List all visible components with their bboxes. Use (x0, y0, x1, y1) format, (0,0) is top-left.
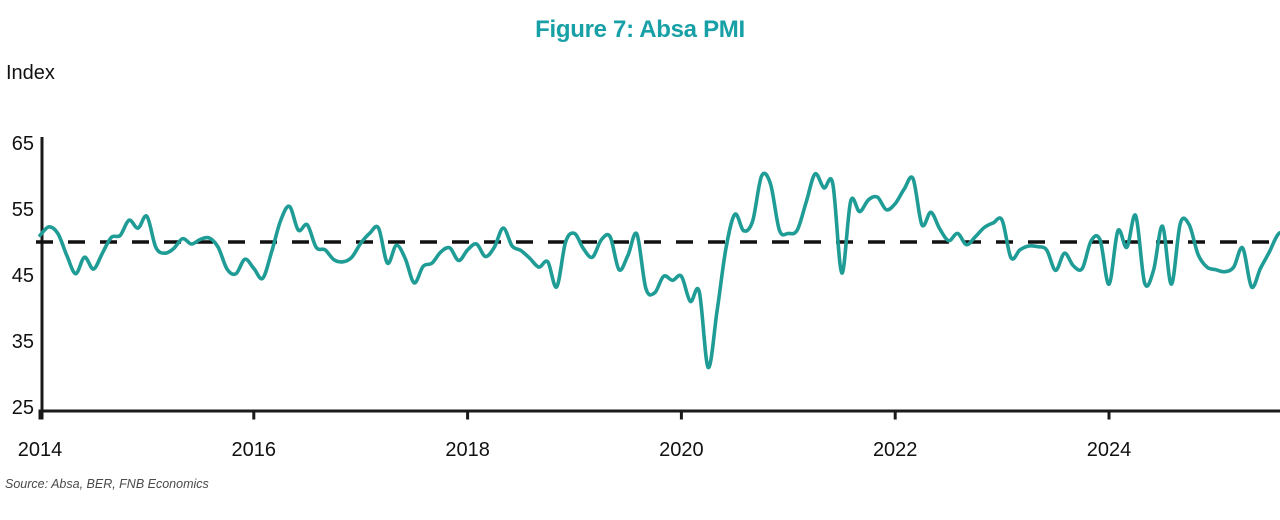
x-tick-label: 2024 (1087, 439, 1132, 461)
axes (38, 137, 1280, 420)
y-tick-label: 45 (12, 265, 34, 287)
y-axis-labels: 65 55 45 35 25 (12, 133, 34, 419)
source-note: Source: Absa, BER, FNB Economics (5, 477, 209, 491)
x-tick-label: 2022 (873, 439, 918, 461)
x-tick-label: 2020 (659, 439, 704, 461)
y-axis-title: Index (6, 62, 55, 84)
y-tick-label: 25 (12, 397, 34, 419)
chart-title: Figure 7: Absa PMI (535, 16, 745, 43)
x-tick-label: 2018 (445, 439, 490, 461)
x-tick-label: 2016 (232, 439, 277, 461)
y-tick-label: 55 (12, 199, 34, 221)
y-tick-label: 35 (12, 331, 34, 353)
pmi-series-path (38, 171, 1280, 370)
y-tick-label: 65 (12, 133, 34, 155)
x-tick-label: 2014 (18, 439, 63, 461)
x-axis-labels: 2014 2016 2018 2020 2022 2024 (18, 439, 1132, 461)
series-group (38, 171, 1280, 370)
